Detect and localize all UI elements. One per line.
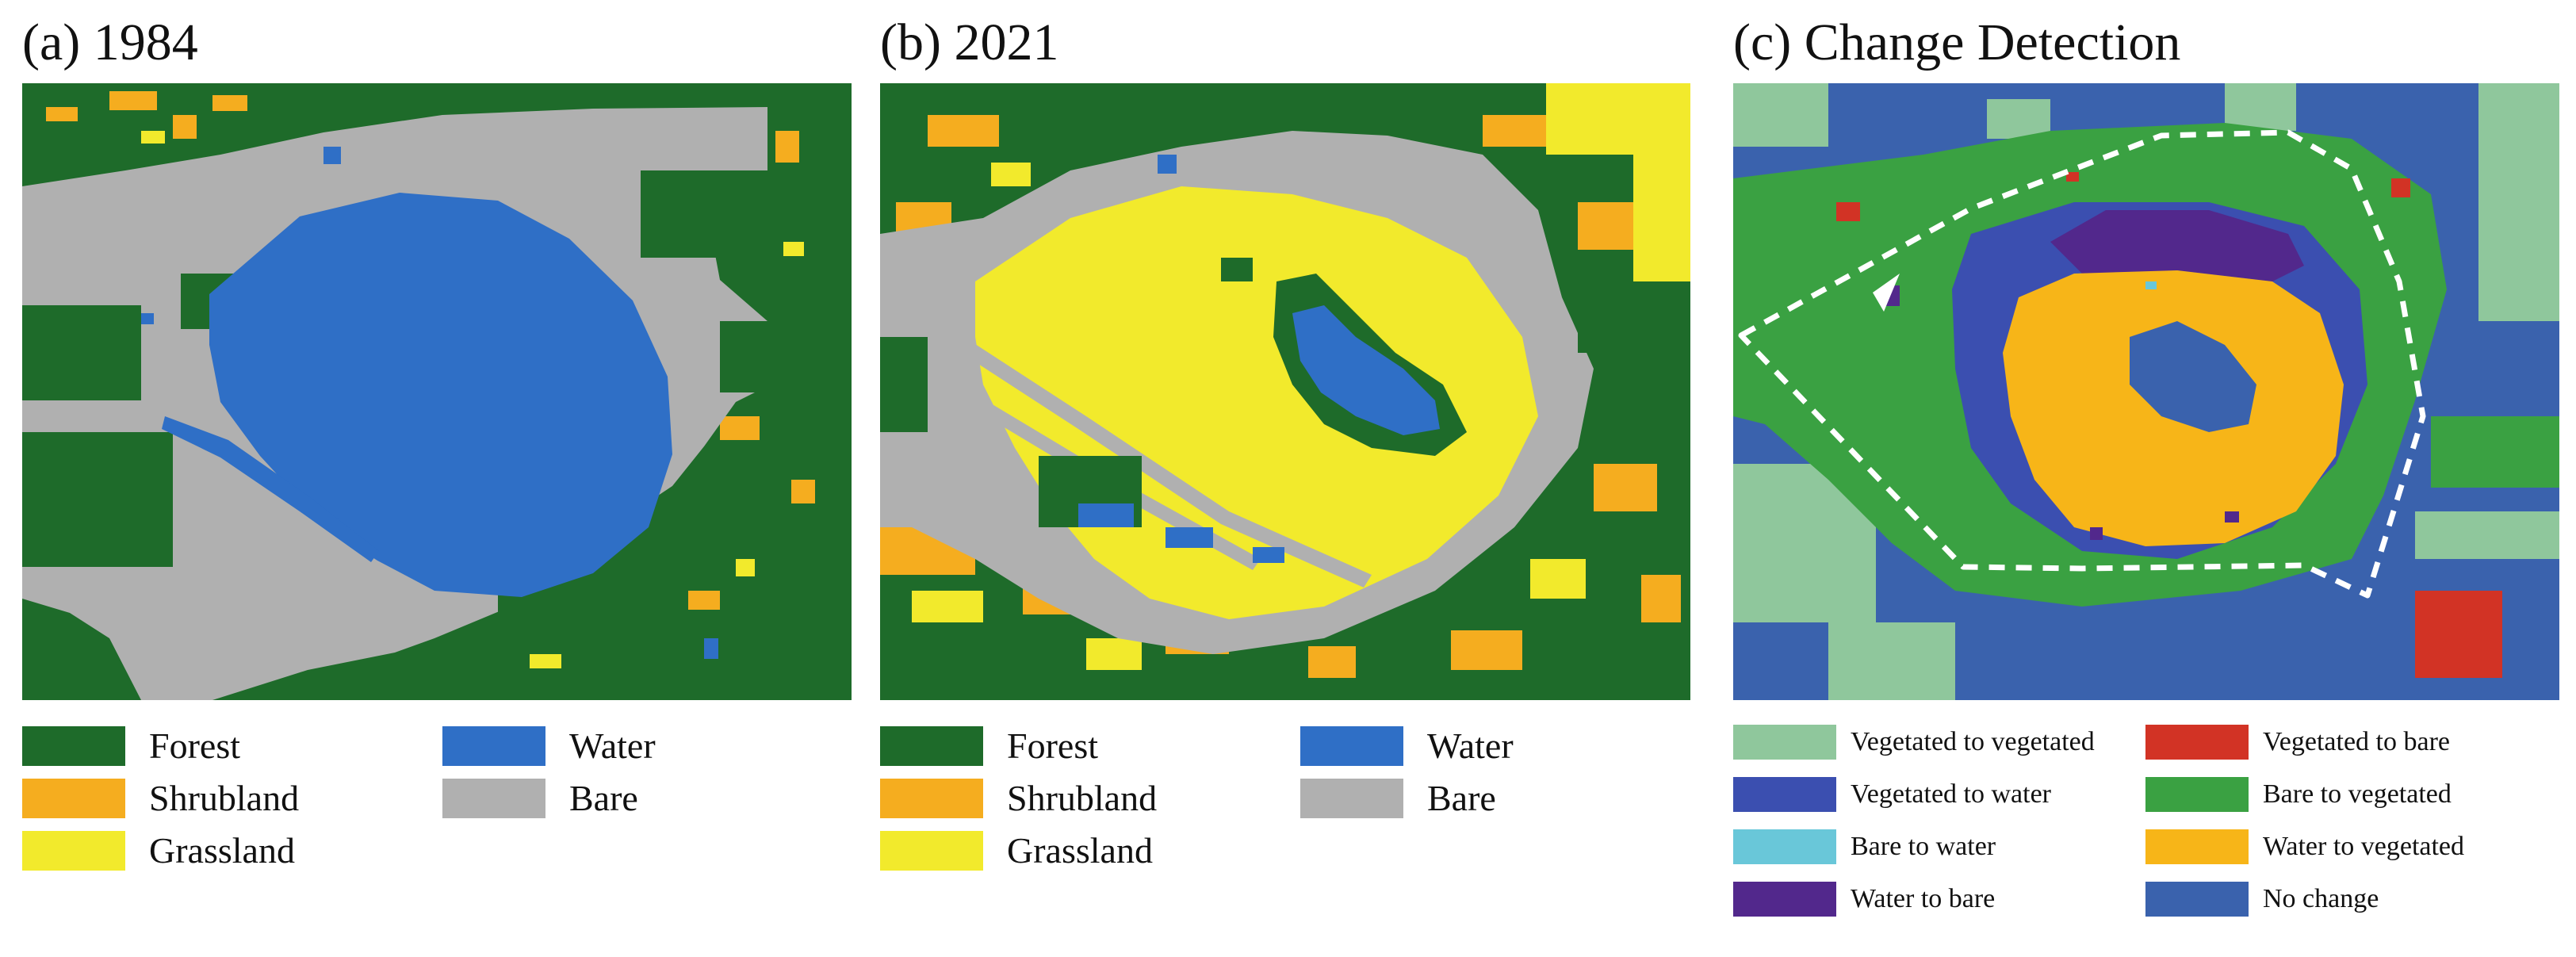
legend-label: Vegetated to water <box>1851 779 2051 809</box>
legend-swatch <box>1733 882 1836 917</box>
legend-item-shrubland: Shrubland <box>880 775 1277 821</box>
legend-swatch <box>2145 882 2249 917</box>
legend-label: Grassland <box>1007 830 1153 871</box>
legend-swatch <box>2145 829 2249 864</box>
legend-swatch <box>1300 726 1403 766</box>
legend-item-bare: Bare <box>442 775 839 821</box>
legend-label: Shrubland <box>1007 778 1158 818</box>
legend-item-grassland: Grassland <box>22 828 419 874</box>
vegetated-to-vegetated-areas <box>1733 83 2559 700</box>
bare-to-water-spots <box>2145 281 2157 289</box>
legend-item-water: Water <box>442 723 839 769</box>
water-body <box>209 193 672 597</box>
legend-item-vegetated-to-bare: Vegetated to bare <box>2145 723 2558 761</box>
legend-swatch <box>1733 829 1836 864</box>
panel-title: (a) 1984 <box>22 13 198 71</box>
legend-label: Bare to vegetated <box>2263 779 2452 809</box>
no-change-core <box>2130 321 2256 432</box>
water-body <box>1292 305 1440 435</box>
legend-item-vegetated-to-water: Vegetated to water <box>1733 775 2130 813</box>
vegetated-to-bare-patches <box>1836 172 2502 678</box>
legend-item-forest: Forest <box>880 723 1277 769</box>
legend-swatch <box>880 726 983 766</box>
legend-label: Forest <box>149 725 240 766</box>
legend-label: Water to vegetated <box>2263 832 2465 861</box>
legend-label: Water to bare <box>1851 884 1996 913</box>
legend-item-water: Water <box>1300 723 1697 769</box>
panel-2021: (b) 2021 <box>880 0 1713 957</box>
legend-swatch <box>880 831 983 871</box>
legend-item-vegetated-to-vegetated: Vegetated to vegetated <box>1733 723 2130 761</box>
legend-label: Bare <box>1427 778 1496 818</box>
legend-label: Shrubland <box>149 778 300 818</box>
legend-label: Vegetated to bare <box>2263 727 2450 756</box>
legend-item-bare-to-vegetated: Bare to vegetated <box>2145 775 2558 813</box>
legend-item-no-change: No change <box>2145 880 2558 918</box>
legend-item-grassland: Grassland <box>880 828 1277 874</box>
water-spots <box>1078 155 1284 563</box>
legend-swatch <box>22 726 125 766</box>
water-channel <box>162 416 379 562</box>
legend-swatch <box>22 831 125 871</box>
legend-item-water-to-vegetated: Water to vegetated <box>2145 828 2558 866</box>
water-to-bare-area <box>2050 210 2304 281</box>
legend-swatch <box>1733 725 1836 760</box>
study-area-boundary <box>1738 129 2426 599</box>
legend-item-bare: Bare <box>1300 775 1697 821</box>
legend-label: Water <box>1427 725 1514 766</box>
change-detection-map <box>1733 83 2559 700</box>
legend-swatch <box>22 779 125 818</box>
legend-swatch <box>880 779 983 818</box>
land-cover-map-2021 <box>880 83 1690 700</box>
legend-item-water-to-bare: Water to bare <box>1733 880 2130 918</box>
legend-label: Bare to water <box>1851 832 1996 861</box>
legend-item-forest: Forest <box>22 723 419 769</box>
legend-swatch <box>1300 779 1403 818</box>
panel-title: (c) Change Detection <box>1733 13 2181 71</box>
legend-label: Vegetated to vegetated <box>1851 727 2095 756</box>
legend-label: Forest <box>1007 725 1098 766</box>
legend-label: Bare <box>569 778 638 818</box>
legend-item-bare-to-water: Bare to water <box>1733 828 2130 866</box>
legend-swatch <box>2145 725 2249 760</box>
legend-label: Water <box>569 725 656 766</box>
land-cover-map-1984 <box>22 83 852 700</box>
legend-swatch <box>2145 777 2249 812</box>
legend-label: No change <box>2263 884 2379 913</box>
boundary-arrow <box>1873 274 1900 312</box>
legend-swatch <box>442 779 545 818</box>
panel-1984: (a) 1984 <box>22 0 855 957</box>
legend-label: Grassland <box>149 830 295 871</box>
legend-swatch <box>442 726 545 766</box>
legend-item-shrubland: Shrubland <box>22 775 419 821</box>
panel-title: (b) 2021 <box>880 13 1059 71</box>
legend-swatch <box>1733 777 1836 812</box>
water-spots <box>141 147 718 659</box>
panel-change-detection: (c) Change Detection <box>1733 0 2574 957</box>
